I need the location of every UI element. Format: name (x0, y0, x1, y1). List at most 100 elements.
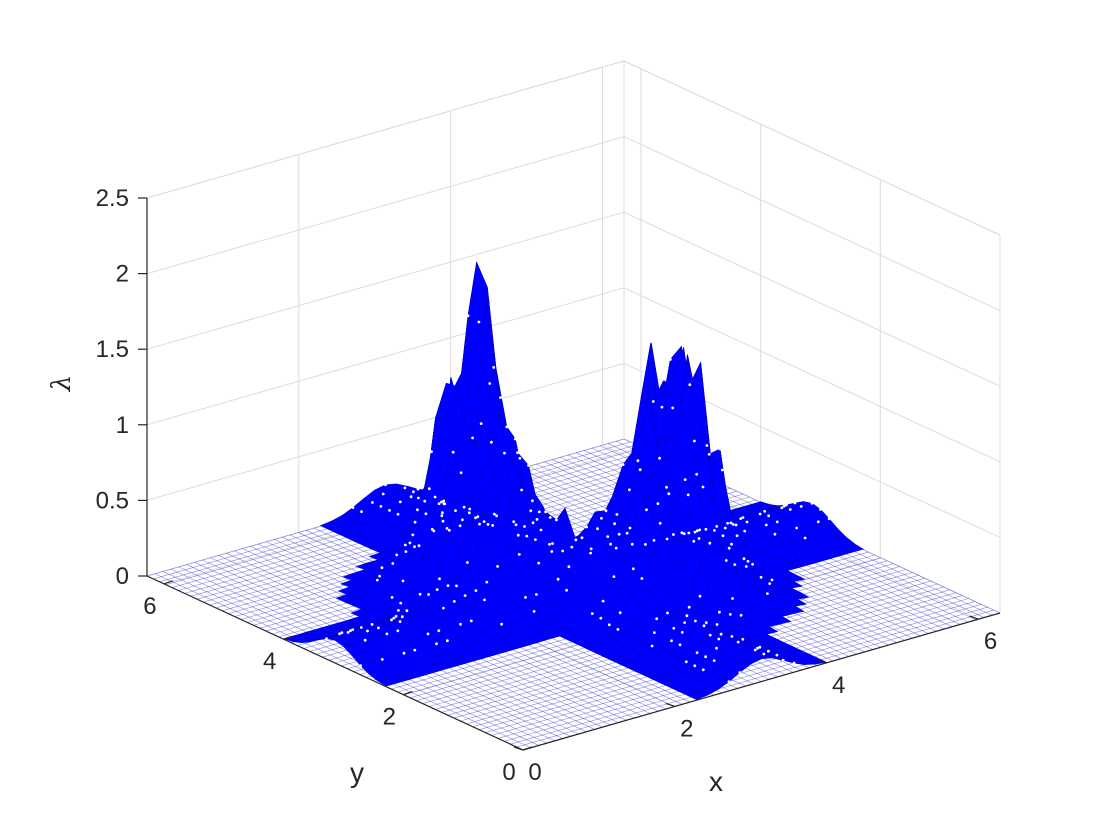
surface-node (707, 452, 711, 456)
surface-node (729, 521, 733, 525)
surface-node (768, 582, 772, 585)
surface-node (631, 567, 635, 571)
surface-node (590, 612, 594, 615)
surface-node (491, 524, 494, 527)
surface-node (424, 512, 428, 516)
surface-node (423, 499, 427, 503)
surface-node (617, 532, 621, 536)
surface-node (719, 632, 723, 636)
surface-node (375, 578, 379, 582)
surface-node (612, 575, 616, 578)
surface-node (338, 632, 341, 636)
surface-node (720, 468, 724, 472)
surface-node (535, 518, 539, 521)
x-tick-label: 0 (528, 759, 541, 786)
surface-node (433, 495, 437, 499)
surface-node (446, 584, 450, 587)
surface-node (351, 506, 355, 509)
surface-node (399, 601, 403, 605)
surface-node (385, 632, 389, 636)
surface-node (413, 545, 416, 549)
surface-node (476, 515, 480, 519)
surface-node (392, 616, 396, 620)
surface-node (596, 527, 599, 531)
surface-node (440, 514, 444, 518)
surface-node (618, 611, 622, 615)
surface-node (715, 623, 719, 626)
surface-node (683, 621, 686, 624)
surface-node (792, 661, 796, 665)
surface-node (658, 456, 661, 460)
surface-node (775, 653, 779, 657)
surface-node (443, 502, 447, 506)
surface-node (705, 444, 709, 447)
surface-node (477, 320, 481, 324)
z-grid-line-xz-wall (146, 136, 625, 275)
surface-node (785, 503, 788, 507)
surface-node (780, 506, 784, 510)
surface-node (418, 592, 422, 596)
surface-node (744, 565, 748, 568)
surface-node (721, 534, 725, 538)
surface-node (670, 639, 673, 643)
surface-node (516, 533, 520, 537)
surface-node (388, 509, 391, 512)
surface-node (625, 531, 629, 535)
surface-node (517, 553, 521, 556)
surface-node (403, 486, 407, 490)
surface-node (739, 613, 743, 617)
surface-node (486, 523, 490, 526)
surface-node (499, 396, 502, 399)
x-tick-mark (969, 615, 979, 620)
surface-node (758, 645, 762, 649)
surface-node (535, 593, 538, 596)
surface-node (628, 526, 632, 530)
surface-node (688, 383, 692, 387)
y-tick-mark (403, 691, 413, 696)
surface-node (767, 514, 770, 518)
surface-node (359, 664, 362, 667)
surface-node (478, 522, 481, 526)
surface-node (589, 547, 593, 551)
surface-node (589, 551, 592, 555)
surface-node (738, 671, 742, 674)
surface-node (695, 651, 699, 655)
surface-node (408, 541, 412, 545)
surface-node (685, 614, 689, 618)
surface-node (731, 523, 735, 526)
surface-node (666, 611, 669, 615)
y-tick-label: 6 (143, 593, 156, 620)
surface-node (734, 523, 738, 527)
surface-node (409, 495, 413, 499)
surface-node (525, 534, 529, 538)
axes-grid (146, 60, 1001, 751)
y-tick-mark (283, 635, 293, 640)
surface-node (412, 490, 415, 494)
surface-node (660, 405, 664, 409)
surface-node (693, 664, 697, 668)
surface-node (686, 493, 690, 497)
surface-node (662, 378, 666, 381)
surface-node (454, 509, 457, 512)
surface-node (381, 492, 385, 496)
surface-node (442, 606, 445, 610)
surface-node (649, 340, 653, 343)
surface-node (739, 517, 743, 520)
surface-node (718, 447, 722, 451)
surface-node (384, 483, 387, 487)
surface-node (413, 520, 417, 524)
surface-node (462, 505, 466, 509)
surface-node (697, 537, 701, 540)
surface-node (715, 525, 719, 528)
surface-node (712, 659, 716, 662)
surface-node (505, 425, 509, 429)
surface-node (614, 546, 618, 550)
surface-node (380, 566, 384, 570)
surface-node (730, 635, 734, 638)
surface-node (371, 501, 374, 504)
surface-node (459, 622, 462, 626)
surface-node (613, 522, 616, 526)
surface-node (746, 559, 750, 563)
surface-node (441, 511, 444, 515)
surface-node (458, 524, 462, 528)
